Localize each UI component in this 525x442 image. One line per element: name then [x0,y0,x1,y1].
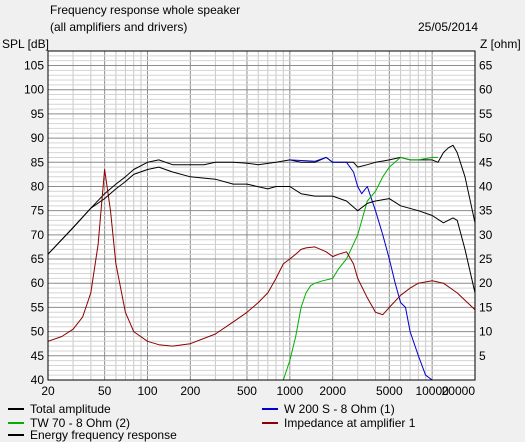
x-tick-label: 20 [41,384,55,398]
legend-swatch [262,422,278,424]
y-tick-label-right: 50 [479,131,493,145]
y-tick-label-right: 65 [479,59,493,73]
legend-item-impedance: Impedance at amplifier 1 [262,416,482,430]
x-tick-label: 10000 [415,384,449,398]
legend-swatch [8,408,24,410]
y-tick-label-right: 40 [479,179,493,193]
y-tick-label-right: 15 [479,300,493,314]
x-tick-label: 200 [180,384,200,398]
x-tick-label: 20000 [442,384,476,398]
chart-title: Frequency response whole speaker [50,3,241,17]
plot-frame [47,50,476,381]
legend-swatch [262,408,278,410]
y-tick-label-left: 50 [31,325,45,339]
chart-subtitle: (all amplifiers and drivers) [50,20,188,34]
y-tick-label-left: 40 [31,373,45,387]
series-line-4 [47,166,476,294]
legend-item-energy-frequency-response: Energy frequency response [8,428,228,442]
y-tick-label-right: 55 [479,107,493,121]
grid [48,51,475,380]
y-tick-label-left: 60 [31,276,45,290]
legend-label: Energy frequency response [30,428,177,442]
chart-date: 25/05/2014 [418,20,479,34]
legend-label: Total amplitude [30,402,111,416]
legend-item-total-amplitude: Total amplitude [8,402,228,416]
y-tick-label-left: 100 [24,83,44,97]
x-tick-label: 1000 [276,384,303,398]
y-tick-label-left: 80 [31,179,45,193]
y-tick-label-right: 20 [479,276,493,290]
x-tick-label: 5000 [376,384,403,398]
y-tick-label-left: 105 [24,59,44,73]
y-tick-label-right: 60 [479,83,493,97]
series-line-3 [47,169,476,347]
legend-swatch [8,434,24,436]
legend-label: Impedance at amplifier 1 [284,416,416,430]
tick-labels: 40 45 50 55 60 65 70 75 80 85 90 95 100 105 5 10 15 20 25 3… [24,59,493,398]
legend-swatch [8,422,24,424]
y-tick-label-right: 35 [479,204,493,218]
x-tick-label: 50 [98,384,112,398]
series-line-2 [48,156,438,381]
y-tick-label-left: 55 [31,300,45,314]
legend-item-w200s: W 200 S - 8 Ohm (1) [262,402,482,416]
x-tick-label: 100 [137,384,157,398]
y-tick-label-right: 45 [479,155,493,169]
y-tick-label-left: 70 [31,228,45,242]
y-tick-label-left: 90 [31,131,45,145]
series-lines [47,144,476,381]
y-tick-label-right: 5 [479,349,486,363]
series-line-1 [289,156,433,381]
y-tick-label-right: 10 [479,325,493,339]
y-tick-label-right: 30 [479,228,493,242]
y-tick-label-right: 25 [479,252,493,266]
legend-item-tw70: TW 70 - 8 Ohm (2) [8,416,228,430]
y-tick-label-left: 85 [31,155,45,169]
legend-label: TW 70 - 8 Ohm (2) [30,416,131,430]
x-tick-label: 2000 [319,384,346,398]
legend-label: W 200 S - 8 Ohm (1) [284,402,395,416]
y-tick-label-left: 45 [31,349,45,363]
y-tick-label-left: 95 [31,107,45,121]
y-axis-label-right: Z [ohm] [480,37,521,51]
y-tick-label-left: 75 [31,204,45,218]
y-tick-label-left: 65 [31,252,45,266]
x-tick-label: 500 [237,384,257,398]
y-axis-label-left: SPL [dB] [2,37,49,51]
series-line-0 [47,144,476,255]
